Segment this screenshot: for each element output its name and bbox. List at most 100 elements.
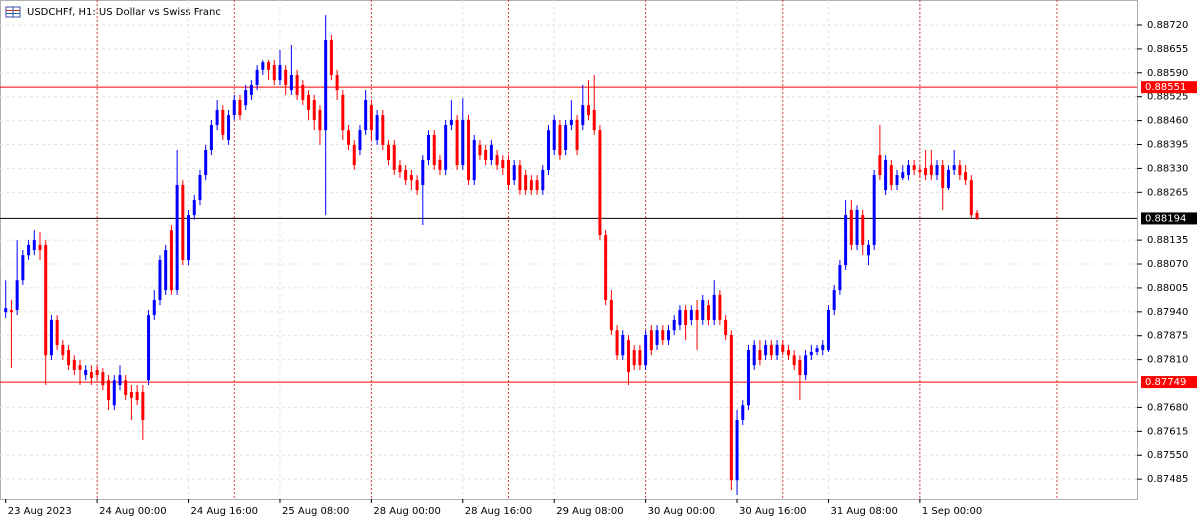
- y-tick-label: 0.87810: [1147, 355, 1188, 366]
- candle-body: [706, 305, 710, 320]
- candle-body: [192, 200, 196, 216]
- candle-body: [547, 130, 551, 170]
- candle-body: [27, 244, 31, 256]
- candle-body: [512, 165, 516, 181]
- candle-body: [364, 100, 368, 131]
- candle-body: [187, 215, 191, 260]
- candle-body: [672, 319, 676, 331]
- candle-body: [112, 380, 116, 406]
- candle-body: [152, 300, 156, 316]
- y-tick-label: 0.88135: [1147, 235, 1188, 246]
- candle-body: [792, 355, 796, 366]
- candle-body: [78, 365, 82, 370]
- candle-body: [701, 300, 705, 320]
- candle-body: [15, 280, 19, 310]
- candle-body: [284, 69, 288, 85]
- x-tick-label: 31 Aug 08:00: [830, 506, 897, 517]
- candle-body: [32, 240, 36, 251]
- candle-body: [329, 40, 333, 76]
- candle-body: [518, 165, 522, 191]
- y-tick-label: 0.87940: [1147, 307, 1188, 318]
- candle-body: [335, 75, 339, 91]
- candle-body: [775, 344, 779, 356]
- level-label-box: [1141, 376, 1197, 389]
- candle-body: [392, 144, 396, 170]
- candle-body: [524, 175, 528, 191]
- candle-body: [678, 309, 682, 326]
- y-tick-label: 0.88525: [1147, 92, 1188, 103]
- candle-body: [615, 330, 619, 356]
- candle-body: [449, 119, 453, 126]
- level-label-box: [1141, 81, 1197, 94]
- candle-body: [38, 244, 42, 251]
- y-tick-label: 0.88005: [1147, 283, 1188, 294]
- candle-body: [741, 405, 745, 420]
- candle-body: [472, 140, 476, 181]
- x-tick-label: 29 Aug 08:00: [556, 506, 623, 517]
- candle-body: [952, 165, 956, 170]
- candle-body: [541, 169, 545, 191]
- candle-body: [409, 175, 413, 181]
- candle-body: [369, 105, 373, 131]
- candle-body: [661, 330, 665, 341]
- candle-body: [101, 372, 105, 386]
- candle-body: [838, 265, 842, 291]
- x-tick-label: 30 Aug 00:00: [648, 506, 715, 517]
- y-tick-label: 0.88590: [1147, 68, 1188, 79]
- candle-body: [141, 391, 145, 420]
- candle-body: [4, 308, 8, 313]
- candle-body: [564, 125, 568, 151]
- candle-body: [484, 150, 488, 160]
- candle-body: [375, 115, 379, 141]
- candle-body: [347, 130, 351, 145]
- candle-body: [221, 109, 225, 135]
- candle-body: [832, 290, 836, 310]
- candle-body: [621, 334, 625, 356]
- y-tick-label: 0.88070: [1147, 259, 1188, 270]
- candle-body: [758, 350, 762, 361]
- candle-body: [724, 319, 728, 335]
- level-label-box: [1141, 212, 1197, 225]
- candle-body: [929, 165, 933, 176]
- candle-body: [95, 369, 99, 376]
- candle-body: [21, 255, 25, 281]
- y-tick-label: 0.88395: [1147, 140, 1188, 151]
- candle-body: [764, 344, 768, 356]
- candle-body: [478, 144, 482, 156]
- candle-body: [135, 391, 139, 401]
- candle-body: [427, 134, 431, 160]
- candle-body: [626, 340, 630, 373]
- candle-body: [124, 380, 128, 395]
- candle-body: [175, 184, 179, 291]
- candle-body: [581, 105, 585, 126]
- candle-body: [398, 165, 402, 173]
- candle-body: [666, 330, 670, 341]
- candle-body: [44, 244, 48, 356]
- y-tick-label: 0.87485: [1147, 474, 1188, 485]
- candle-body: [649, 330, 653, 351]
- candle-body: [501, 159, 505, 169]
- candle-body: [866, 244, 870, 256]
- candle-body: [495, 155, 499, 166]
- candle-body: [529, 180, 533, 191]
- candle-body: [352, 144, 356, 166]
- y-tick-label: 0.87680: [1147, 402, 1188, 413]
- candle-body: [49, 319, 53, 356]
- x-tick-label: 30 Aug 16:00: [739, 506, 806, 517]
- candle-body: [849, 209, 853, 245]
- y-tick-label: 0.87550: [1147, 450, 1188, 461]
- candle-body: [244, 90, 248, 106]
- candle-body: [906, 165, 910, 176]
- candle-body: [604, 234, 608, 301]
- candle-body: [912, 165, 916, 170]
- candle-body: [181, 184, 185, 260]
- candle-body: [204, 150, 208, 176]
- candle-body: [884, 159, 888, 191]
- x-tick-label: 1 Sep 00:00: [922, 506, 982, 517]
- candle-body: [975, 212, 979, 219]
- candle-body: [712, 294, 716, 320]
- candle-body: [821, 344, 825, 351]
- candle-body: [575, 119, 579, 151]
- candle-body: [969, 180, 973, 216]
